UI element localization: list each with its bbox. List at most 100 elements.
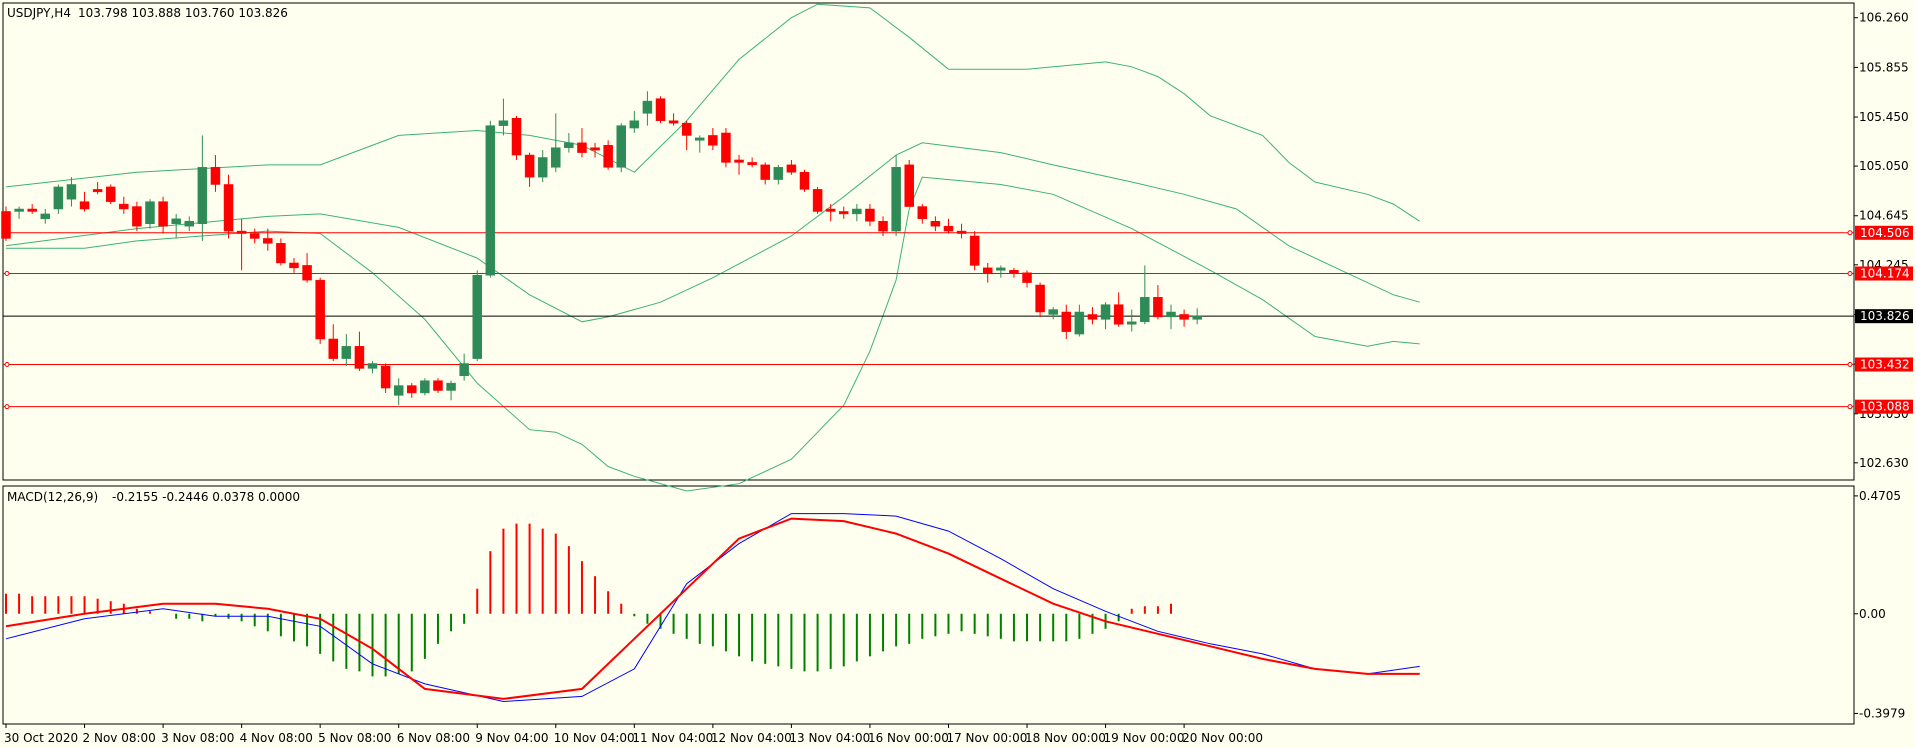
candle-body	[969, 235, 980, 266]
candle-body	[223, 184, 234, 232]
candle-body	[681, 122, 692, 136]
candle-body	[459, 363, 469, 377]
candle-body	[904, 164, 914, 207]
candle-body	[983, 267, 993, 274]
macd-tick-label: 0.00	[1859, 607, 1886, 621]
hline-anchor-left[interactable]	[4, 361, 10, 367]
time-tick-label: 20 Nov 00:00	[1182, 731, 1263, 745]
time-tick-label: 2 Nov 08:00	[83, 731, 156, 745]
ohlc-values: 103.798 103.888 103.760 103.826	[78, 6, 288, 20]
candle-body	[485, 125, 496, 276]
upper-band-line	[5, 3, 1420, 222]
candle-body	[1087, 314, 1098, 320]
price-tag-bg	[1855, 266, 1913, 281]
time-tick-label: 9 Nov 04:00	[475, 731, 548, 745]
candle-body	[276, 243, 286, 264]
candle-body	[145, 201, 155, 224]
candle-body	[773, 167, 784, 180]
time-tick-label: 19 Nov 00:00	[1104, 731, 1185, 745]
candle-body	[1166, 311, 1176, 318]
candle-body	[79, 201, 90, 210]
candle-body	[878, 221, 888, 232]
lower-band-line	[6, 176, 1420, 492]
time-tick-label: 4 Nov 08:00	[240, 731, 313, 745]
candle-body	[498, 120, 509, 126]
candle-body	[1074, 311, 1085, 335]
time-tick-label: 17 Nov 00:00	[946, 731, 1027, 745]
hline-anchor-left[interactable]	[4, 404, 10, 410]
candle-body	[380, 365, 391, 389]
price-tick-label: 106.260	[1859, 11, 1909, 25]
candle-body	[812, 189, 823, 212]
candle-body	[1153, 297, 1163, 318]
candle-body	[956, 230, 967, 234]
candle-body	[210, 167, 221, 185]
candle-body	[1061, 311, 1072, 332]
candle-body	[433, 380, 443, 391]
price-tag-bg	[1855, 399, 1913, 414]
price-pane[interactable]	[2, 2, 1855, 481]
candle-body	[66, 184, 77, 200]
time-tick-label: 3 Nov 08:00	[161, 731, 234, 745]
candle-body	[930, 221, 941, 227]
time-tick-label: 16 Nov 00:00	[868, 731, 949, 745]
candle-body	[1192, 315, 1202, 320]
time-tick-label: 13 Nov 04:00	[789, 731, 870, 745]
candle-body	[917, 206, 928, 220]
candle-body	[721, 132, 731, 163]
candle-body	[642, 100, 653, 114]
time-tick-label: 18 Nov 00:00	[1025, 731, 1106, 745]
candle-body	[708, 135, 718, 146]
candle-body	[511, 118, 522, 156]
candle-body	[184, 221, 195, 227]
candle-body	[132, 206, 142, 227]
time-tick-label: 30 Oct 2020	[4, 731, 78, 745]
candle-body	[695, 137, 705, 141]
candle-body	[747, 162, 757, 166]
candle-body	[27, 208, 37, 212]
candle-body	[328, 338, 338, 359]
macd-plot	[5, 513, 1420, 703]
time-tick-label: 6 Nov 08:00	[397, 731, 470, 745]
candle-body	[119, 203, 129, 210]
macd-tick-label: -0.3979	[1859, 706, 1905, 720]
candle-body	[786, 164, 797, 173]
candle-body	[249, 233, 260, 239]
candle-body	[1048, 309, 1058, 315]
hline-anchor-left[interactable]	[4, 271, 10, 277]
price-tick-label: 105.855	[1859, 60, 1909, 74]
hline-anchor-right[interactable]	[1847, 271, 1853, 277]
macd-tick-label: 0.4705	[1859, 489, 1901, 503]
candle-body	[472, 274, 482, 359]
hline-anchor-right[interactable]	[1847, 230, 1853, 236]
hline-anchor-right[interactable]	[1847, 404, 1853, 410]
candle-body	[14, 208, 24, 212]
candle-body	[289, 262, 299, 269]
candles	[1, 91, 1202, 406]
candle-body	[40, 213, 51, 220]
macd-pane[interactable]	[2, 485, 1855, 725]
price-tag-bg	[1855, 225, 1913, 240]
candle-body	[996, 267, 1006, 271]
candle-body	[407, 385, 417, 394]
time-axis: 30 Oct 2020 2 Nov 08:00 3 Nov 08:00 4 Nov 0…	[4, 724, 1263, 745]
candle-body	[590, 147, 600, 151]
time-tick-label: 11 Nov 04:00	[632, 731, 713, 745]
price-tick-label: 104.645	[1859, 209, 1909, 223]
candle-body	[524, 154, 535, 178]
candle-body	[564, 142, 574, 148]
candle-body	[825, 208, 836, 212]
candle-body	[302, 265, 312, 281]
candle-body	[577, 142, 587, 153]
candle-body	[603, 144, 613, 168]
hline-anchor-right[interactable]	[1847, 361, 1853, 367]
candle-body	[1100, 304, 1111, 320]
candle-body	[197, 167, 208, 224]
candle-body	[865, 208, 875, 222]
price-tick-label: 105.050	[1859, 159, 1909, 173]
time-tick-label: 10 Nov 04:00	[554, 731, 635, 745]
middle-band-line	[5, 142, 1420, 323]
candle-body	[1009, 270, 1019, 274]
candle-body	[1113, 304, 1124, 325]
